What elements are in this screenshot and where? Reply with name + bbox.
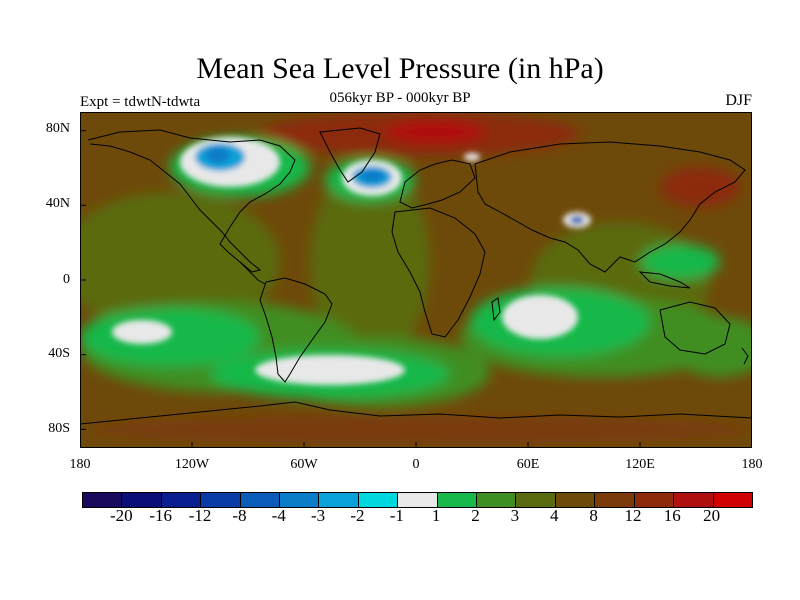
colorbar-swatch — [280, 493, 320, 507]
lon-label-180e: 180 — [741, 457, 763, 472]
australia-outline — [659, 301, 731, 355]
colorbar-swatch — [358, 493, 399, 507]
anomaly-centers — [112, 137, 591, 385]
experiment-label: Expt = tdwtN-tdwta — [80, 94, 201, 110]
nw-pacific-high — [660, 167, 740, 207]
colorbar-swatch — [555, 493, 596, 507]
colorbar-level-label: 2 — [471, 506, 480, 525]
africa-outline — [391, 207, 486, 338]
colorbar-level-label: -8 — [232, 506, 247, 525]
lon-label-0: 0 — [412, 457, 420, 472]
chart-subtitle: 056kyr BP - 000kyr BP — [329, 90, 471, 106]
colorbar-swatch — [398, 493, 438, 507]
colorbar-swatch — [713, 493, 752, 507]
arctic-white-spot — [464, 153, 480, 161]
colorbar-level-label: -3 — [311, 506, 326, 525]
colorbar-level-label: 1 — [431, 506, 441, 525]
colorbar-swatch — [319, 493, 359, 507]
colorbar-swatch — [122, 493, 162, 507]
colorbar-swatch — [516, 493, 556, 507]
lat-label-40n: 40N — [45, 196, 70, 211]
colorbar-swatch — [595, 493, 635, 507]
low-positive-4 — [640, 244, 720, 280]
tick-marks — [80, 130, 641, 448]
lon-label-60e: 60E — [516, 457, 540, 472]
asia-outline — [474, 141, 746, 273]
madagascar-outline — [491, 297, 501, 322]
colorbar-level-label: 16 — [663, 506, 681, 525]
south-pacific-white — [112, 320, 172, 344]
lat-label-80n: 80N — [45, 121, 70, 136]
south-atlantic-white — [255, 355, 405, 385]
lon-label-60w: 60W — [290, 457, 318, 472]
lon-label-120e: 120E — [625, 457, 655, 472]
lon-label-120w: 120W — [174, 457, 210, 472]
colorbar-swatch — [634, 493, 675, 507]
colorbar-level-label: 20 — [703, 506, 721, 525]
colorbar-level-label: -12 — [188, 506, 212, 525]
colorbar-swatch — [83, 493, 123, 507]
coastlines — [80, 127, 752, 425]
colorbar — [82, 492, 753, 508]
colorbar-level-label: 12 — [624, 506, 642, 525]
southern-ocean-high — [90, 416, 750, 444]
lat-label-80s: 80S — [48, 421, 70, 436]
new-zealand-outline — [741, 347, 749, 365]
antarctica-outline — [80, 401, 752, 425]
lon-label-180w: 180 — [69, 457, 91, 472]
lat-label-0: 0 — [63, 272, 70, 287]
southeast-asia-islands — [638, 271, 691, 289]
chart-title: Mean Sea Level Pressure (in hPa) — [196, 52, 604, 85]
tibet-low — [570, 216, 584, 224]
north-america-outline — [87, 129, 296, 273]
colorbar-level-label: 8 — [589, 506, 598, 525]
greenland-outline — [319, 127, 381, 183]
colorbar-level-label: 3 — [510, 506, 520, 525]
season-label: DJF — [725, 92, 752, 109]
indian-ocean-white — [502, 295, 578, 339]
colorbar-swatch — [201, 493, 241, 507]
europe-outline — [399, 159, 476, 209]
greenland-core — [360, 170, 384, 182]
lat-label-40s: 40S — [48, 346, 70, 361]
colorbar-level-label: -1 — [389, 506, 404, 525]
colorbar-level-label: -2 — [350, 506, 365, 525]
colorbar-level-label: -20 — [110, 506, 133, 525]
colorbar-swatch — [240, 493, 281, 507]
pressure-anomaly-map — [80, 112, 752, 448]
colorbar-swatch — [437, 493, 478, 507]
colorbar-swatch — [674, 493, 714, 507]
arctic-max — [385, 120, 485, 144]
colorbar-level-label: 4 — [549, 506, 559, 525]
colorbar-level-label: -4 — [271, 506, 286, 525]
colorbar-swatch — [477, 493, 517, 507]
colorbar-swatch — [161, 493, 202, 507]
central-america-outline — [239, 261, 266, 285]
low-positive-1 — [80, 307, 260, 367]
laurentide-core — [206, 147, 230, 163]
south-america-outline — [259, 277, 333, 383]
colorbar-level-label: -16 — [149, 506, 173, 525]
ocean-atlantic-field — [310, 162, 430, 362]
southern-band-4 — [670, 317, 752, 377]
